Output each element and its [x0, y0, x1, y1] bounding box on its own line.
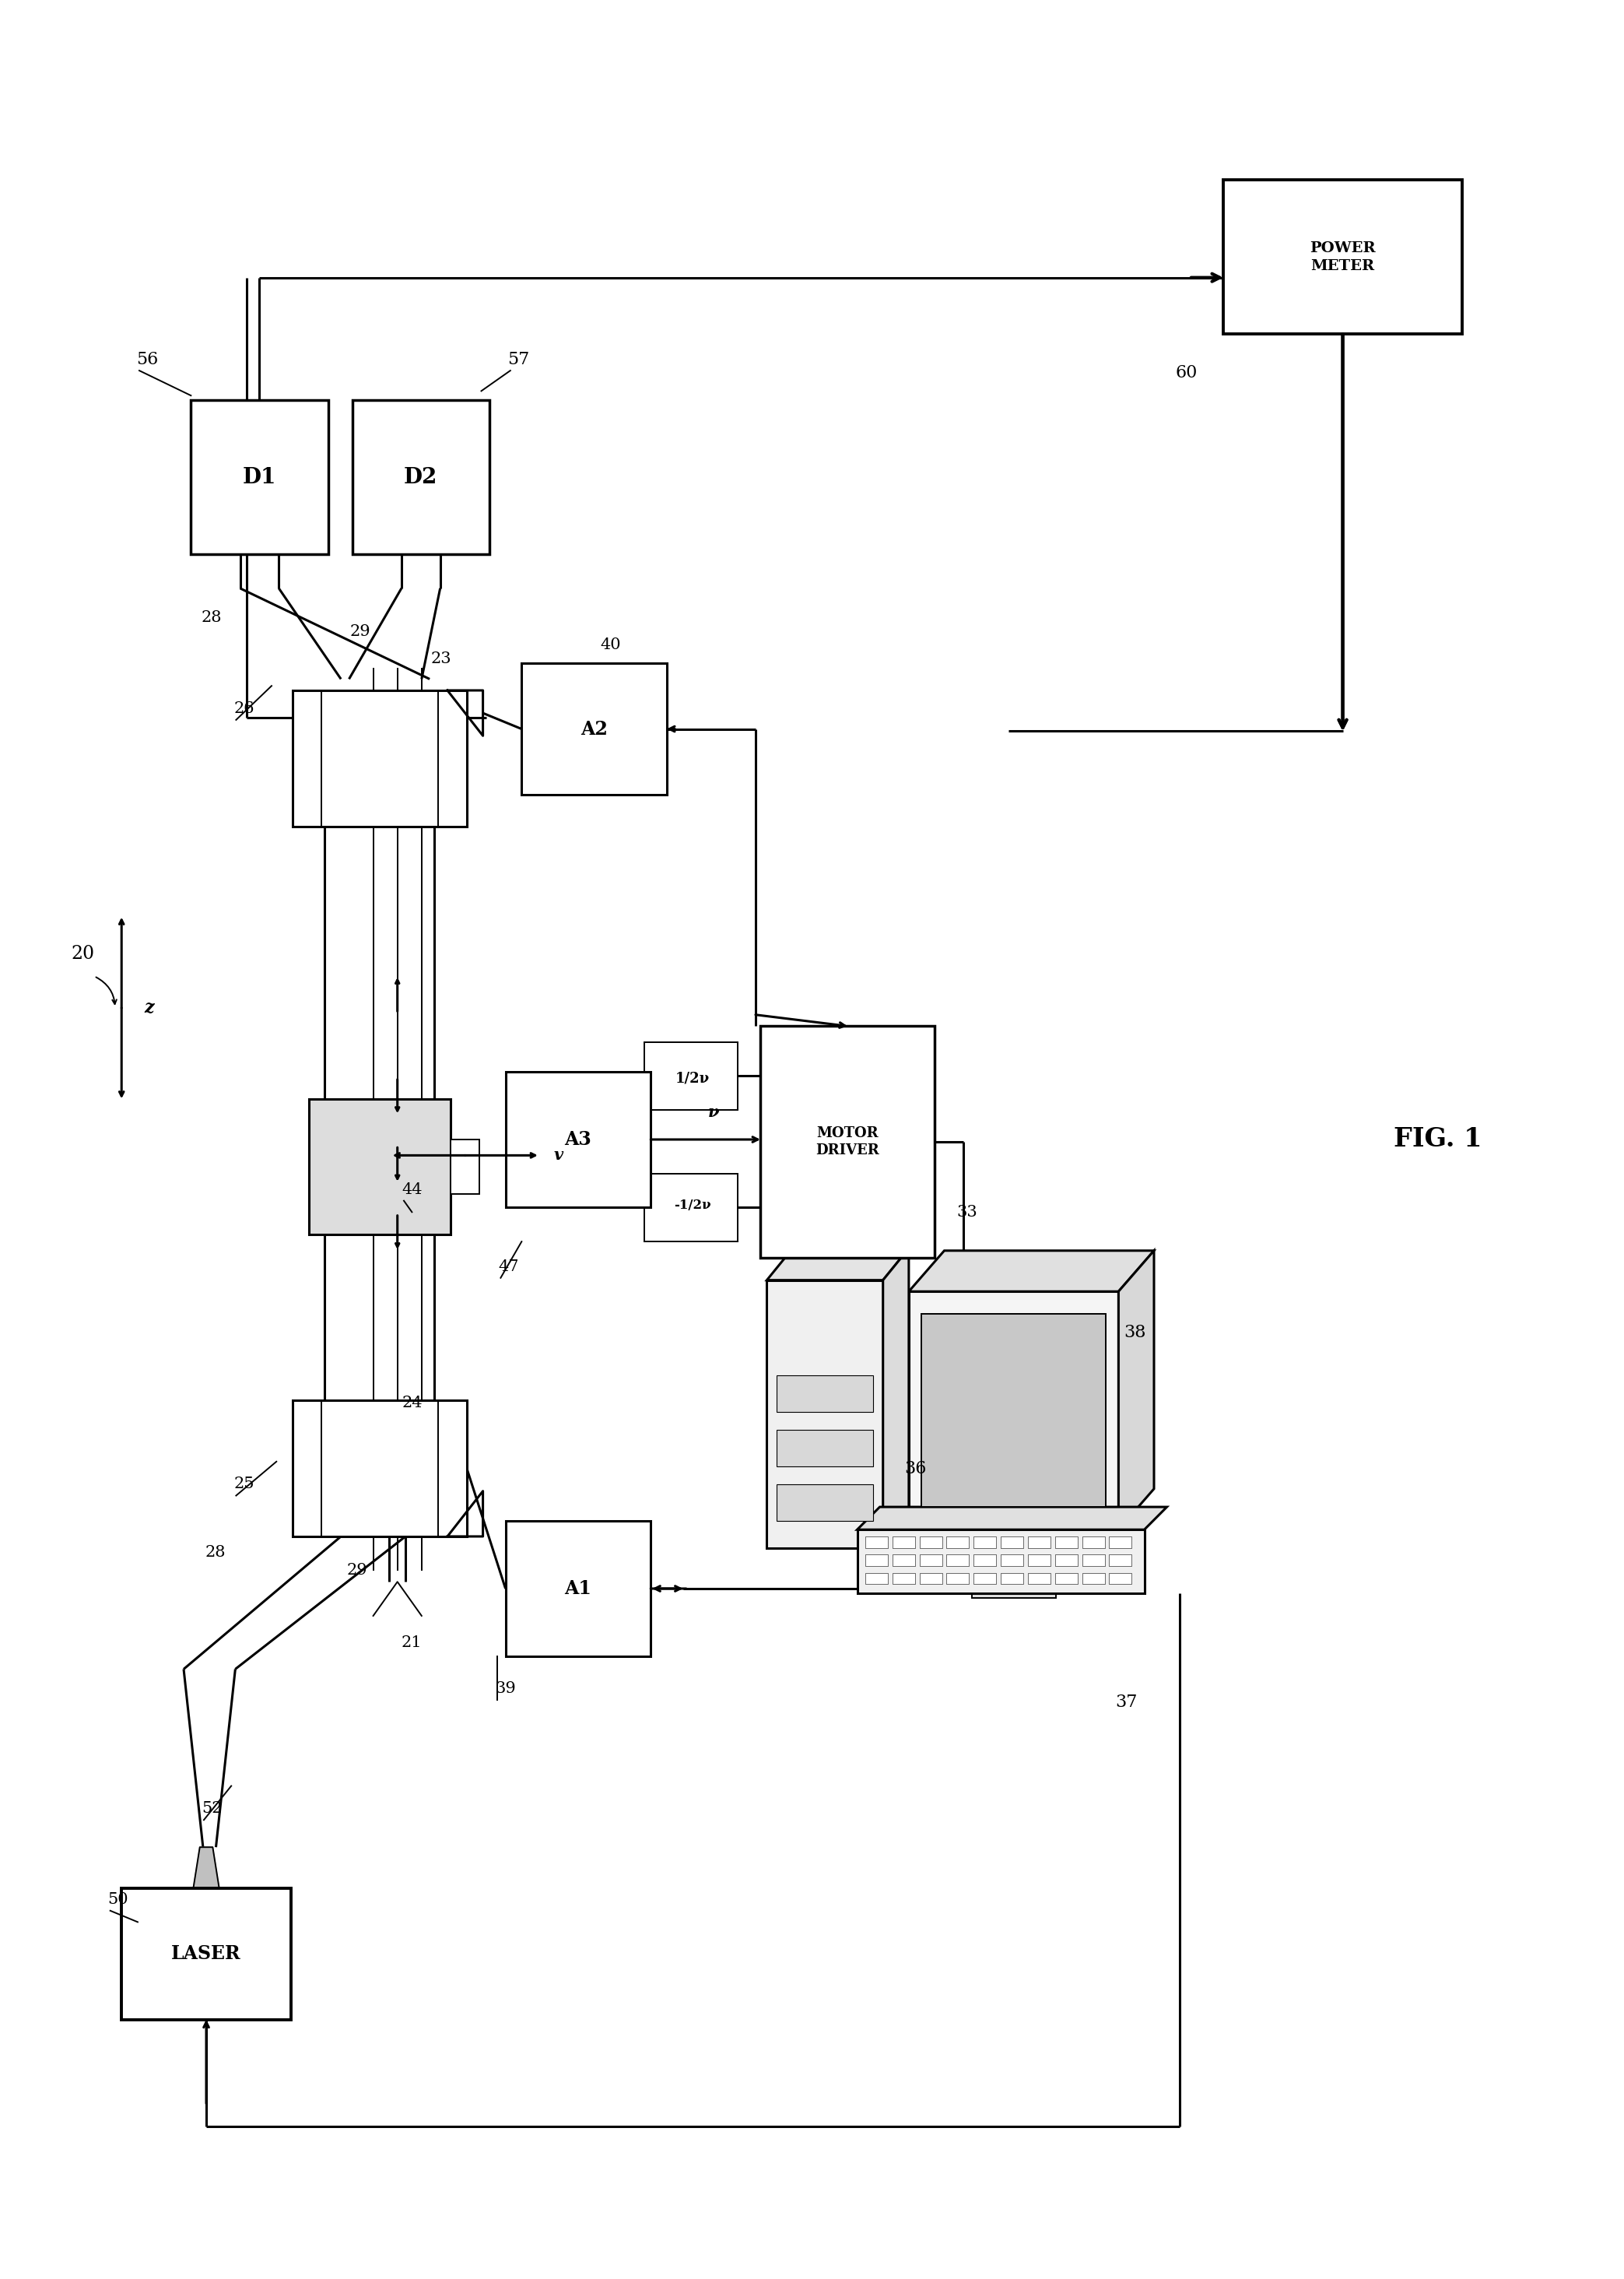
Text: 25: 25 — [234, 1477, 255, 1493]
Text: A3: A3 — [565, 1130, 591, 1149]
FancyBboxPatch shape — [866, 1554, 888, 1566]
Text: 44: 44 — [401, 1183, 422, 1196]
FancyBboxPatch shape — [1082, 1536, 1104, 1547]
FancyBboxPatch shape — [521, 663, 667, 795]
FancyBboxPatch shape — [866, 1536, 888, 1547]
Polygon shape — [909, 1251, 1155, 1292]
Text: ν: ν — [708, 1105, 719, 1119]
Text: D1: D1 — [242, 467, 276, 488]
Text: D2: D2 — [404, 467, 438, 488]
FancyBboxPatch shape — [192, 401, 328, 554]
FancyBboxPatch shape — [1028, 1573, 1051, 1584]
Polygon shape — [193, 1848, 219, 1887]
FancyBboxPatch shape — [922, 1315, 1106, 1506]
FancyBboxPatch shape — [776, 1377, 874, 1411]
FancyBboxPatch shape — [947, 1536, 970, 1547]
Text: 29: 29 — [349, 624, 370, 638]
Text: 28: 28 — [201, 611, 222, 624]
Text: 33: 33 — [957, 1206, 978, 1219]
Text: 26: 26 — [234, 702, 255, 716]
FancyBboxPatch shape — [974, 1554, 996, 1566]
Text: -1/2ν: -1/2ν — [674, 1199, 711, 1212]
FancyBboxPatch shape — [974, 1573, 996, 1584]
FancyBboxPatch shape — [292, 691, 466, 827]
FancyBboxPatch shape — [1109, 1554, 1132, 1566]
Text: 28: 28 — [205, 1545, 226, 1559]
FancyBboxPatch shape — [971, 1566, 1056, 1598]
FancyBboxPatch shape — [947, 1554, 970, 1566]
Text: 52: 52 — [201, 1800, 222, 1816]
FancyBboxPatch shape — [1000, 1573, 1023, 1584]
Text: 36: 36 — [905, 1461, 926, 1477]
FancyBboxPatch shape — [1056, 1536, 1078, 1547]
FancyBboxPatch shape — [122, 1887, 291, 2019]
Text: 20: 20 — [71, 944, 94, 962]
Text: z: z — [145, 1000, 154, 1016]
FancyBboxPatch shape — [776, 1429, 874, 1465]
Text: 38: 38 — [1124, 1324, 1145, 1340]
Polygon shape — [857, 1506, 1168, 1529]
Text: v: v — [554, 1149, 564, 1162]
Text: 56: 56 — [136, 351, 159, 367]
FancyBboxPatch shape — [645, 1174, 737, 1242]
Text: 47: 47 — [499, 1258, 520, 1274]
FancyBboxPatch shape — [1028, 1554, 1051, 1566]
FancyBboxPatch shape — [505, 1071, 651, 1208]
Text: 29: 29 — [346, 1563, 367, 1577]
FancyBboxPatch shape — [760, 1026, 934, 1258]
FancyBboxPatch shape — [505, 1520, 651, 1657]
Text: 60: 60 — [1176, 365, 1197, 381]
FancyBboxPatch shape — [866, 1573, 888, 1584]
Text: A2: A2 — [581, 720, 607, 738]
FancyBboxPatch shape — [1000, 1536, 1023, 1547]
FancyBboxPatch shape — [919, 1536, 942, 1547]
FancyBboxPatch shape — [1000, 1554, 1023, 1566]
Text: 21: 21 — [401, 1636, 422, 1650]
Text: 50: 50 — [107, 1892, 128, 1908]
FancyBboxPatch shape — [1082, 1554, 1104, 1566]
FancyBboxPatch shape — [352, 401, 489, 554]
Polygon shape — [1119, 1251, 1155, 1529]
FancyBboxPatch shape — [892, 1554, 914, 1566]
Polygon shape — [883, 1249, 909, 1547]
Text: 57: 57 — [507, 351, 529, 367]
Text: 24: 24 — [401, 1395, 422, 1411]
FancyBboxPatch shape — [919, 1573, 942, 1584]
Text: LASER: LASER — [172, 1944, 240, 1962]
Text: MOTOR
DRIVER: MOTOR DRIVER — [815, 1126, 879, 1158]
FancyBboxPatch shape — [909, 1292, 1119, 1529]
FancyBboxPatch shape — [947, 1573, 970, 1584]
FancyBboxPatch shape — [892, 1536, 914, 1547]
Text: FIG. 1: FIG. 1 — [1393, 1126, 1483, 1153]
Text: 37: 37 — [1116, 1693, 1138, 1712]
FancyBboxPatch shape — [645, 1042, 737, 1110]
FancyBboxPatch shape — [1109, 1573, 1132, 1584]
FancyBboxPatch shape — [1223, 180, 1462, 335]
FancyBboxPatch shape — [1028, 1536, 1051, 1547]
Polygon shape — [857, 1529, 1145, 1593]
FancyBboxPatch shape — [974, 1536, 996, 1547]
FancyBboxPatch shape — [292, 1399, 466, 1536]
Text: POWER
METER: POWER METER — [1311, 242, 1376, 273]
FancyBboxPatch shape — [309, 1098, 450, 1235]
FancyBboxPatch shape — [450, 1140, 479, 1194]
Text: 39: 39 — [495, 1682, 516, 1696]
Text: A1: A1 — [565, 1579, 591, 1598]
Text: 23: 23 — [430, 652, 451, 665]
FancyBboxPatch shape — [776, 1484, 874, 1520]
Text: 40: 40 — [599, 638, 620, 652]
FancyBboxPatch shape — [919, 1554, 942, 1566]
FancyBboxPatch shape — [1056, 1573, 1078, 1584]
Polygon shape — [767, 1249, 909, 1281]
FancyBboxPatch shape — [1109, 1536, 1132, 1547]
FancyBboxPatch shape — [767, 1281, 883, 1547]
FancyBboxPatch shape — [1082, 1573, 1104, 1584]
FancyBboxPatch shape — [1056, 1554, 1078, 1566]
FancyBboxPatch shape — [892, 1573, 914, 1584]
Text: 1/2ν: 1/2ν — [676, 1071, 710, 1085]
